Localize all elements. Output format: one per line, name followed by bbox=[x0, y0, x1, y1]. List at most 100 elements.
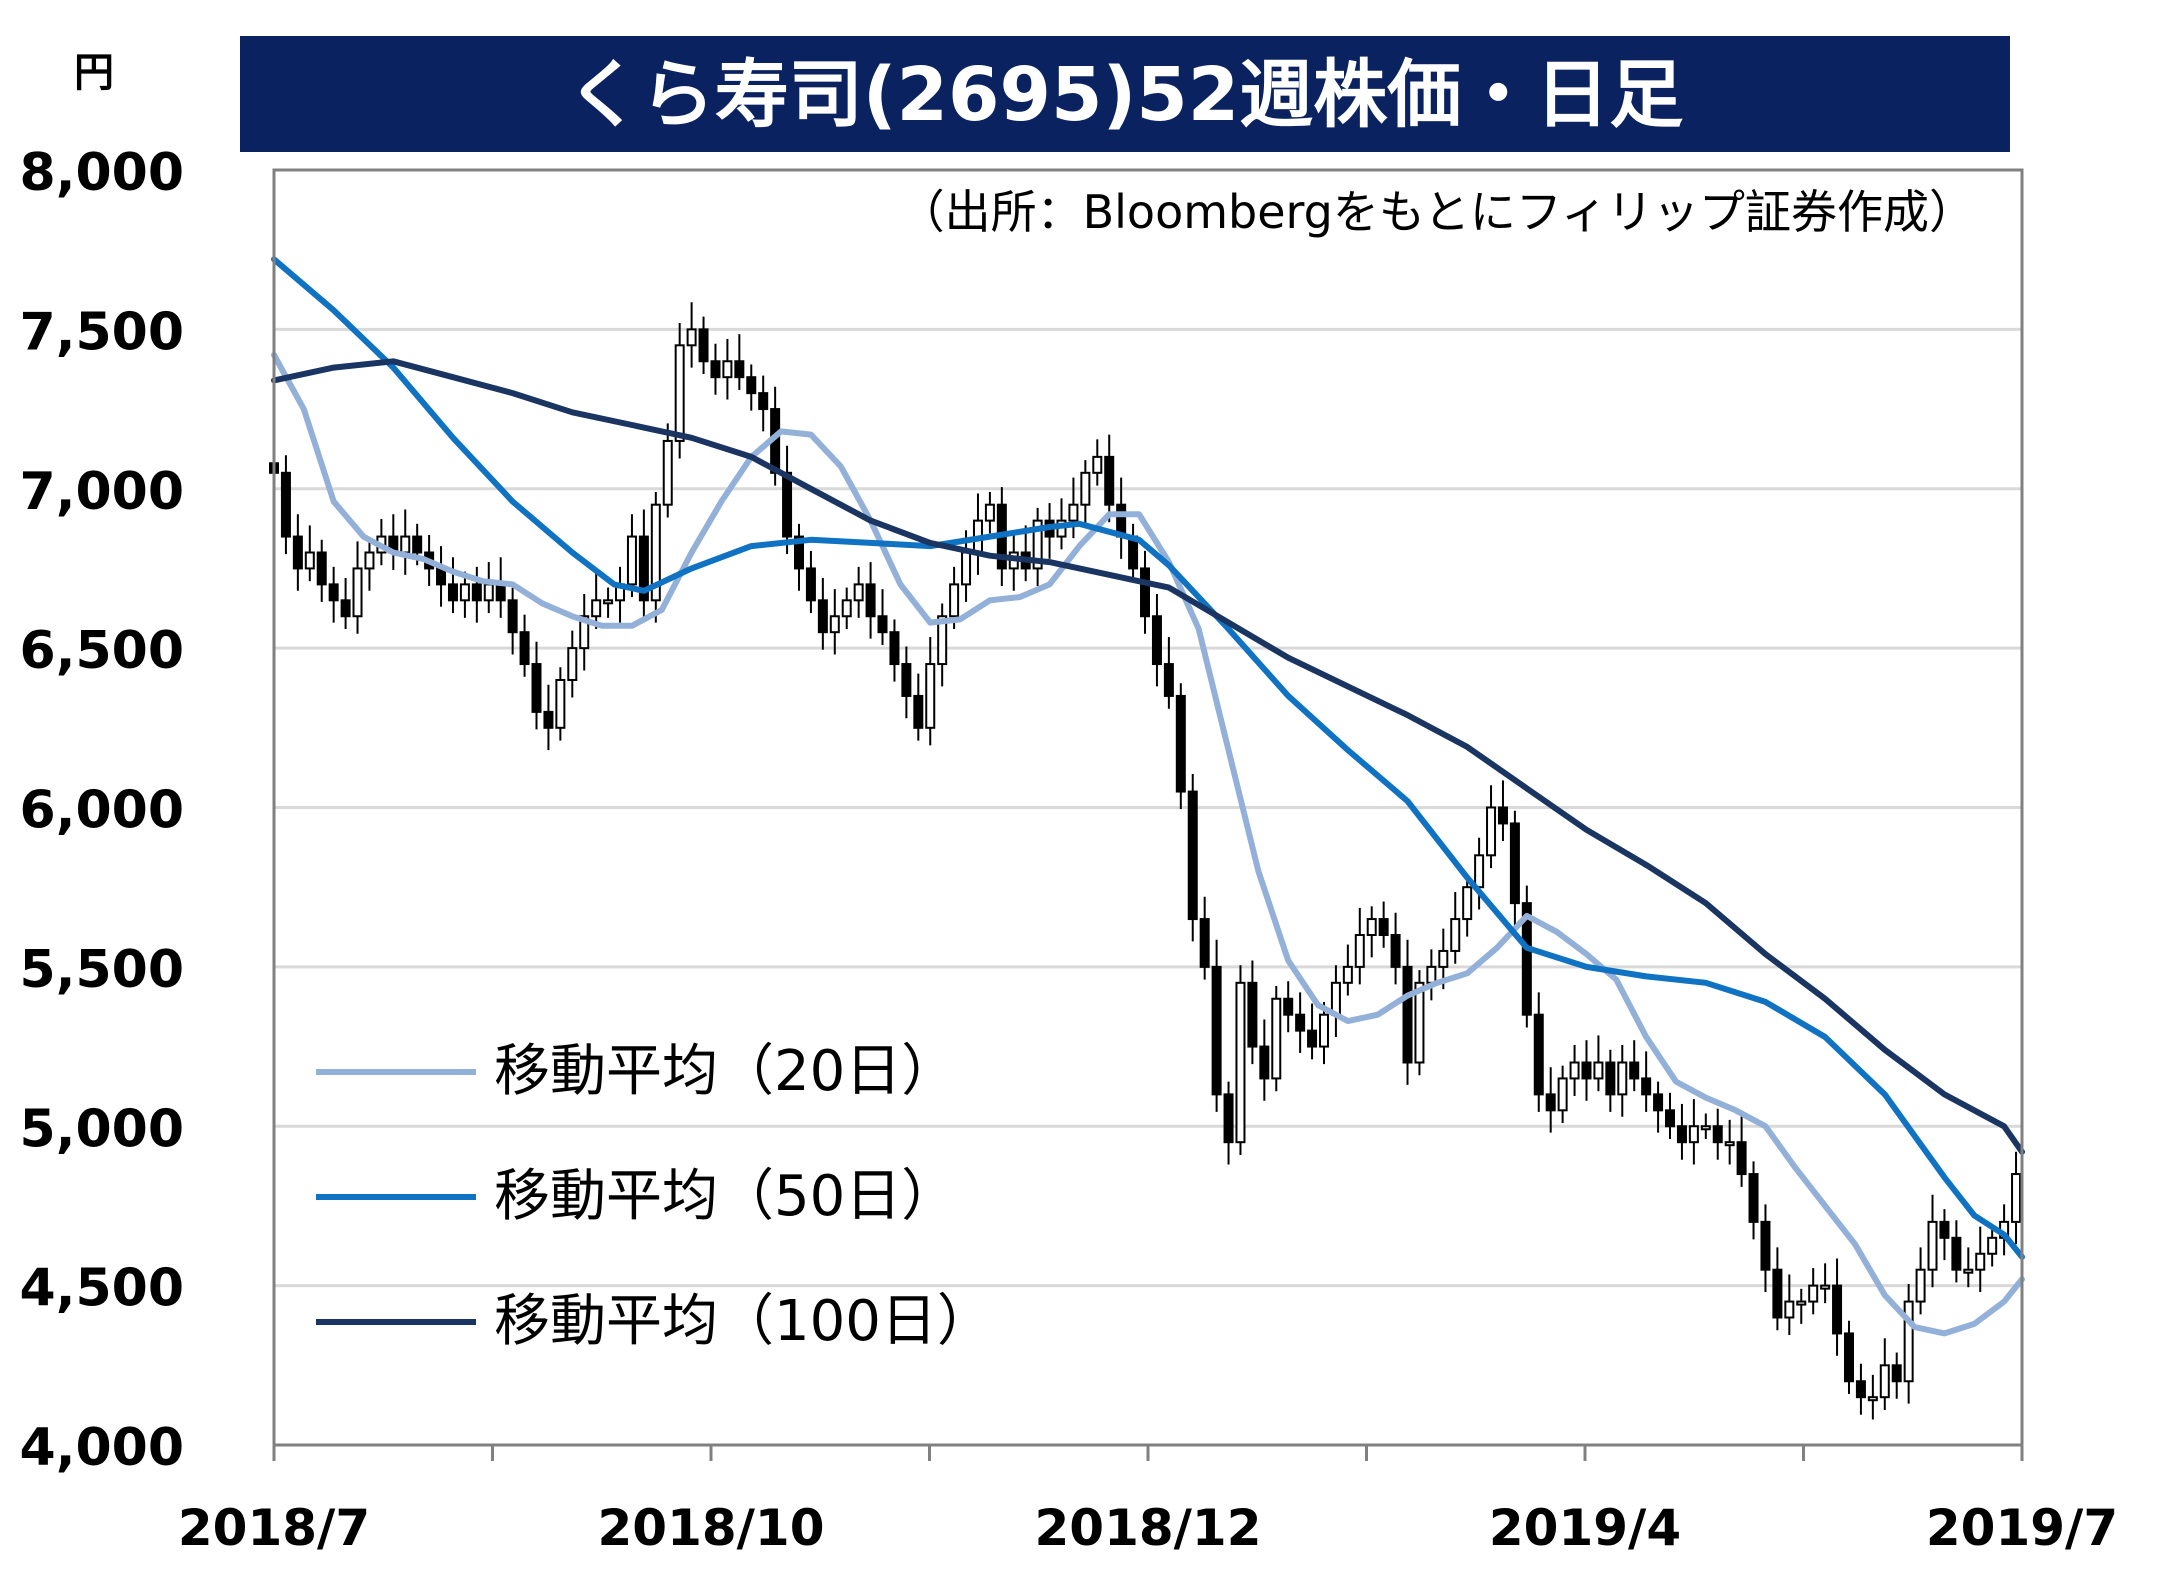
candle-body bbox=[1915, 1268, 1926, 1303]
candle-body bbox=[1462, 886, 1473, 921]
candle-body bbox=[519, 631, 530, 666]
candle-body bbox=[686, 328, 697, 347]
candle-body bbox=[984, 503, 995, 522]
candle-body bbox=[710, 360, 721, 379]
candle-body bbox=[1390, 934, 1401, 968]
candle-body bbox=[722, 360, 733, 379]
candle-body bbox=[1653, 1093, 1664, 1112]
candle-body bbox=[2011, 1173, 2022, 1223]
candle-body bbox=[829, 615, 840, 634]
candle-body bbox=[1832, 1284, 1843, 1335]
candle-body bbox=[1903, 1300, 1914, 1383]
candle-body bbox=[1223, 1093, 1234, 1144]
candle-body bbox=[1891, 1364, 1902, 1383]
candle-body bbox=[1688, 1125, 1699, 1144]
candle-body bbox=[1187, 790, 1198, 921]
candle-body bbox=[650, 503, 661, 602]
candle-body bbox=[1867, 1396, 1878, 1402]
y-axis-unit: 円 bbox=[74, 50, 114, 96]
candle-body bbox=[1092, 455, 1103, 474]
candle-body bbox=[1199, 918, 1210, 968]
candle-body bbox=[328, 583, 339, 602]
candle-body bbox=[364, 551, 375, 570]
y-tick-label: 5,000 bbox=[20, 1099, 184, 1159]
candle-body bbox=[638, 535, 649, 602]
candle-body bbox=[1700, 1125, 1711, 1131]
candle-body bbox=[937, 615, 948, 666]
chart-title: くら寿司(2695)52週株価・日足 bbox=[567, 52, 1684, 138]
x-tick-label: 2018/7 bbox=[178, 1499, 370, 1557]
y-tick-label: 5,500 bbox=[20, 940, 184, 1000]
candle-body bbox=[507, 599, 518, 634]
candle-body bbox=[746, 376, 757, 395]
x-tick-label: 2018/10 bbox=[597, 1499, 824, 1557]
candle-body bbox=[1581, 1061, 1592, 1080]
candle-body bbox=[626, 535, 637, 586]
candle-body bbox=[1843, 1332, 1854, 1383]
candle-body bbox=[1760, 1220, 1771, 1271]
y-axis-ticks: 4,000 4,500 5,000 5,500 6,000 6,500 7,000 7,500… bbox=[20, 143, 184, 1478]
gridlines bbox=[274, 327, 2022, 1288]
candlesticks bbox=[269, 302, 2022, 1420]
candle-body bbox=[1307, 1029, 1318, 1048]
candle-body bbox=[1211, 965, 1222, 1096]
candle-body bbox=[1963, 1268, 1974, 1274]
candle-body bbox=[734, 360, 745, 379]
candle-body bbox=[1414, 981, 1425, 1064]
candle-body bbox=[1068, 503, 1079, 522]
candle-body bbox=[1402, 965, 1413, 1064]
ma-line-0 bbox=[271, 351, 2025, 1337]
candle-body bbox=[340, 599, 351, 618]
candle-body bbox=[1271, 997, 1282, 1080]
candle-body bbox=[1629, 1061, 1640, 1080]
candle-body bbox=[662, 439, 673, 506]
candle-body bbox=[1283, 997, 1294, 1016]
moving-average-lines bbox=[271, 256, 2025, 1337]
candle-body bbox=[901, 663, 912, 697]
ma-line-2 bbox=[271, 358, 2025, 1155]
candle-body bbox=[1605, 1061, 1616, 1096]
legend: 移動平均（20日） 移動平均（50日） 移動平均（100日） bbox=[316, 1039, 993, 1354]
candle-body bbox=[1617, 1061, 1628, 1096]
x-tick-label: 2019/4 bbox=[1489, 1499, 1681, 1557]
candle-body bbox=[459, 583, 470, 602]
candle-body bbox=[1533, 1013, 1544, 1096]
candle-body bbox=[817, 599, 828, 634]
candle-body bbox=[1486, 806, 1497, 857]
y-tick-label: 4,000 bbox=[20, 1418, 184, 1478]
candle-body bbox=[1593, 1061, 1604, 1080]
candle-body bbox=[555, 679, 566, 729]
candle-body bbox=[1736, 1141, 1747, 1176]
candle-body bbox=[1665, 1109, 1676, 1128]
candle-body bbox=[412, 535, 423, 554]
candle-body bbox=[1080, 471, 1091, 506]
candle-body bbox=[483, 583, 494, 602]
candle-body bbox=[949, 583, 960, 618]
ma-line-1 bbox=[271, 256, 2025, 1260]
candle-body bbox=[1772, 1268, 1783, 1319]
candle-body bbox=[1521, 902, 1532, 1016]
candle-body bbox=[793, 535, 804, 570]
candle-body bbox=[352, 567, 363, 618]
candle-body bbox=[567, 647, 578, 681]
candle-body bbox=[579, 615, 590, 650]
candle-body bbox=[1855, 1380, 1866, 1399]
candle-body bbox=[1247, 981, 1258, 1048]
candle-body bbox=[1557, 1077, 1568, 1112]
candle-body bbox=[447, 583, 458, 602]
candle-body bbox=[961, 551, 972, 586]
candle-body bbox=[1426, 965, 1437, 984]
candle-body bbox=[1712, 1125, 1723, 1144]
candle-body bbox=[1939, 1220, 1950, 1239]
y-tick-label: 8,000 bbox=[20, 143, 184, 203]
candle-body bbox=[1474, 854, 1485, 889]
legend-label-0: 移動平均（20日） bbox=[494, 1039, 957, 1104]
candle-body bbox=[1140, 567, 1151, 618]
candle-body bbox=[1295, 1013, 1306, 1032]
candle-body bbox=[1951, 1236, 1962, 1271]
candle-body bbox=[674, 344, 685, 442]
x-tick-label: 2019/7 bbox=[1926, 1499, 2118, 1557]
candle-body bbox=[1438, 949, 1449, 968]
candle-body bbox=[1987, 1236, 1998, 1255]
candle-body bbox=[1724, 1141, 1735, 1147]
